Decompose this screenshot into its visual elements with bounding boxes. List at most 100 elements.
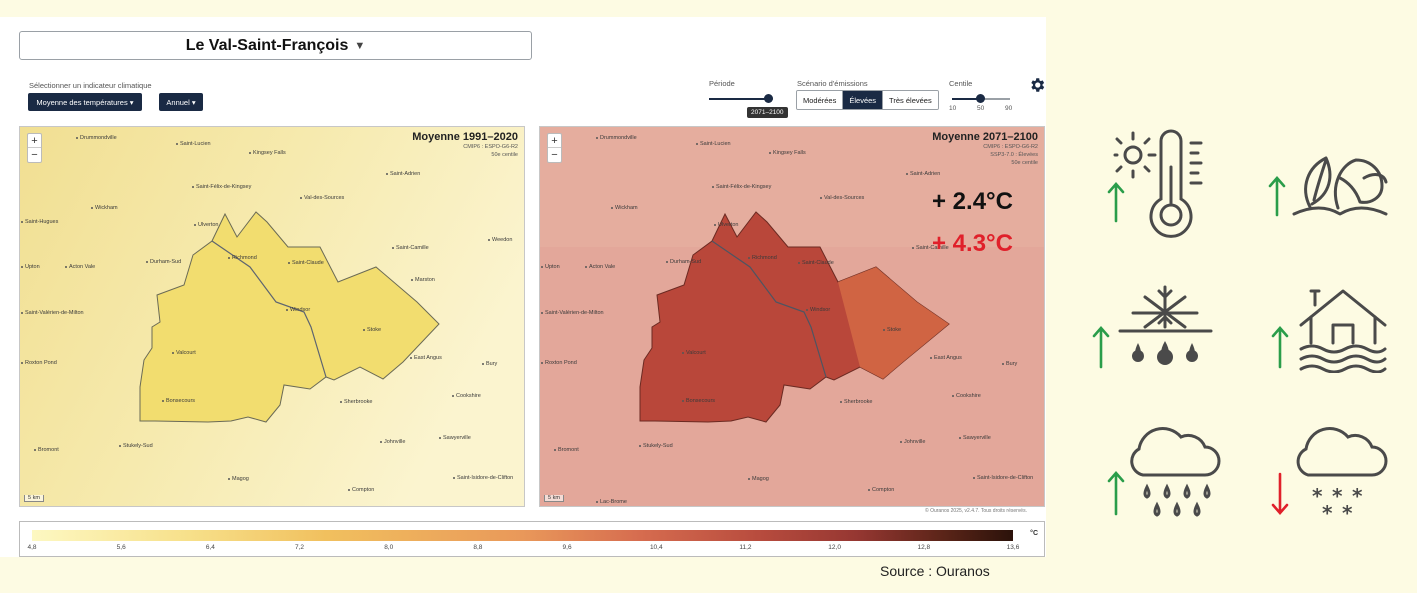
place-label: Sherbrooke — [340, 399, 372, 405]
place-label: Saint-Claude — [798, 260, 834, 266]
legend-tick-label: 5,6 — [116, 544, 126, 551]
place-label: Marston — [411, 277, 435, 283]
place-label: Ulverton — [194, 222, 218, 228]
indicator-dropdown[interactable]: Moyenne des températures ▾ — [28, 93, 142, 111]
legend-tick-label: 10,4 — [649, 544, 663, 551]
down-arrow-icon — [1271, 472, 1289, 515]
legend-tick-label: 13,6 — [1006, 544, 1020, 551]
svg-text:*: * — [1352, 484, 1363, 508]
scenario-high-button[interactable]: Élevées — [843, 91, 884, 109]
place-label: Stoke — [883, 327, 901, 333]
place-label: Val-des-Sources — [820, 195, 864, 201]
period-tooltip: 2071–2100 — [747, 107, 788, 118]
gear-icon[interactable] — [1028, 76, 1046, 94]
place-label: Saint-Adrien — [906, 171, 940, 177]
centile-tick: 10 — [949, 105, 957, 112]
scenario-moderate-button[interactable]: Modérées — [797, 91, 844, 109]
legend-tick-label: 11,2 — [739, 544, 752, 551]
up-arrow-icon — [1271, 326, 1289, 369]
flood-icon — [1299, 289, 1387, 373]
temperature-icon — [1113, 129, 1203, 238]
place-label: Drummondville — [596, 135, 637, 141]
legend-tick-label: 7,2 — [295, 544, 305, 551]
freeze-thaw-icon — [1118, 285, 1213, 365]
projection-map[interactable]: + − Moyenne 2071–2100 CMIP6 : ESPO-G6-R2… — [539, 126, 1045, 507]
projection-map-subtitle: SSP3-7.0 : Élevées — [990, 152, 1038, 158]
zoom-control: + − — [547, 133, 562, 163]
zoom-in-button[interactable]: + — [548, 134, 561, 148]
place-label: Sawyerville — [439, 435, 471, 441]
place-label: Cookshire — [452, 393, 481, 399]
place-label: Valcourt — [172, 350, 196, 356]
frequency-dropdown[interactable]: Annuel ▾ — [159, 93, 203, 111]
historical-map-subtitle: CMIP6 : ESPO-G6-R2 — [463, 144, 518, 150]
legend-tick-label: 12,0 — [828, 544, 841, 551]
place-label: Wickham — [611, 205, 638, 211]
place-label: Durham-Sud — [146, 259, 181, 265]
centile-tick: 50 — [977, 105, 985, 112]
projection-map-subtitle: 50e centile — [1011, 160, 1038, 166]
delta-annotation-black: + 2.4°C — [932, 188, 1013, 215]
legend-tick-label: 6,4 — [205, 544, 215, 551]
up-arrow-icon — [1268, 176, 1286, 217]
zoom-out-button[interactable]: − — [551, 149, 558, 161]
place-label: East Angus — [410, 355, 442, 361]
map-scale-bar: 5 km — [544, 495, 564, 502]
zoom-in-button[interactable]: + — [28, 134, 41, 148]
place-label: Ulverton — [714, 222, 738, 228]
place-label: Valcourt — [682, 350, 706, 356]
place-label: Saint-Valérien-de-Milton — [21, 310, 84, 316]
legend-tick-label: 12,8 — [917, 544, 931, 551]
place-label: Sherbrooke — [840, 399, 872, 405]
place-label: Bonsecours — [162, 398, 195, 404]
place-label: Cookshire — [952, 393, 981, 399]
place-label: Saint-Hugues — [21, 219, 58, 225]
svg-text:*: * — [1322, 501, 1333, 521]
chevron-down-icon: ▼ — [354, 39, 366, 52]
centile-slider-fill — [952, 98, 981, 100]
place-label: Johnville — [380, 439, 405, 445]
place-label: Compton — [348, 487, 374, 493]
place-label: Saint-Isidore-de-Clifton — [973, 475, 1033, 481]
place-label: Compton — [868, 487, 894, 493]
place-label: Bromont — [554, 447, 579, 453]
scenario-very-high-button[interactable]: Très élevées — [883, 91, 938, 109]
historical-map[interactable]: + − Moyenne 1991–2020 CMIP6 : ESPO-G6-R2… — [19, 126, 525, 507]
place-label: Stukely-Sud — [639, 443, 673, 449]
place-label: Richmond — [228, 255, 257, 261]
zoom-control: + − — [27, 133, 42, 163]
place-label: Saint-Isidore-de-Clifton — [453, 475, 513, 481]
legend-tick-label: 8,0 — [384, 544, 394, 551]
place-label: Saint-Claude — [288, 260, 324, 266]
region-select[interactable]: Le Val-Saint-François ▼ — [19, 31, 532, 60]
projection-map-canvas — [540, 127, 1044, 506]
vegetation-icon — [1292, 156, 1388, 216]
place-label: Saint-Adrien — [386, 171, 420, 177]
centile-tick: 90 — [1005, 105, 1013, 112]
up-arrow-icon — [1092, 326, 1110, 369]
zoom-out-button[interactable]: − — [31, 149, 38, 161]
snow-icon: * * * * * — [1296, 427, 1388, 521]
legend-tick-label: 4,8 — [27, 544, 37, 551]
svg-text:*: * — [1342, 501, 1353, 521]
legend-tick-label: 8,8 — [473, 544, 483, 551]
place-label: Magog — [748, 476, 769, 482]
place-label: Saint-Camille — [912, 245, 949, 251]
place-label: Bonsecours — [682, 398, 715, 404]
place-label: Saint-Valérien-de-Milton — [541, 310, 604, 316]
place-label: Durham-Sud — [666, 259, 701, 265]
place-label: Acton Vale — [65, 264, 95, 270]
period-slider-thumb[interactable] — [764, 94, 773, 103]
up-arrow-icon — [1107, 471, 1125, 516]
place-label: Kingsey Falls — [249, 150, 286, 156]
place-label: Upton — [21, 264, 40, 270]
legend-unit: °C — [1030, 530, 1038, 537]
svg-text:*: * — [1332, 484, 1343, 508]
map-scale-bar: 5 km — [24, 495, 44, 502]
place-label: Saint-Lucien — [696, 141, 731, 147]
legend-tick-label: 9,6 — [562, 544, 572, 551]
place-label: Val-des-Sources — [300, 195, 344, 201]
indicator-label: Sélectionner un indicateur climatique — [29, 81, 152, 90]
up-arrow-icon — [1107, 182, 1125, 223]
centile-slider-thumb[interactable] — [976, 94, 985, 103]
